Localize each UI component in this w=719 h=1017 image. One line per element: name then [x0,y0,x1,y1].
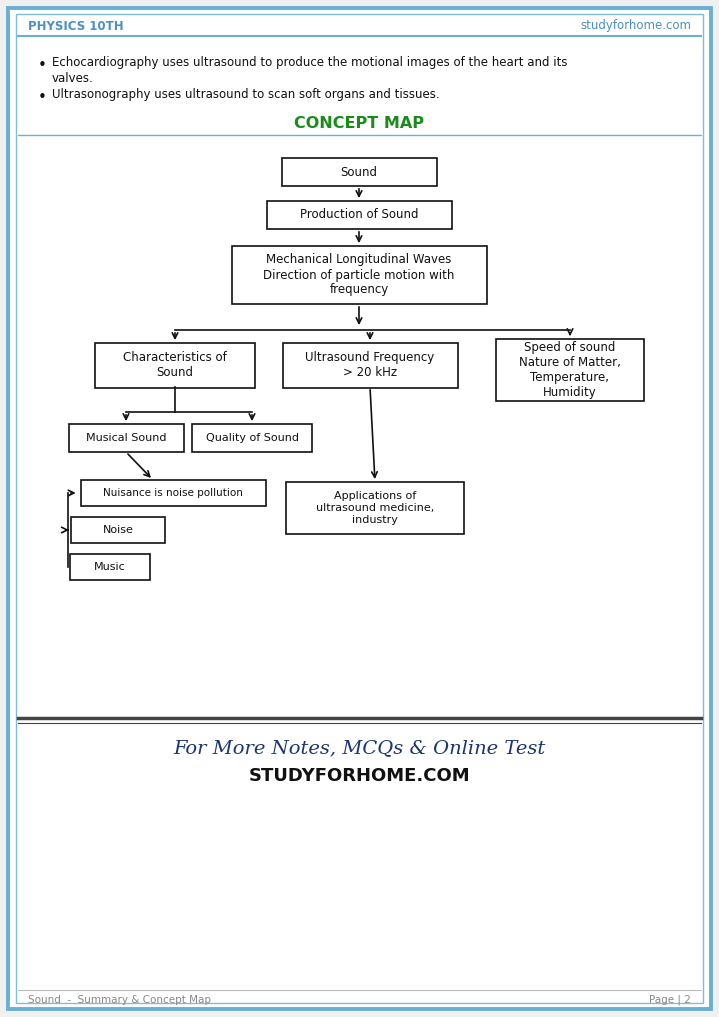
Bar [286,482,464,534]
Bar [232,246,487,304]
Text: •: • [38,89,47,105]
Text: Noise: Noise [103,525,134,535]
Bar [81,480,265,506]
Text: Sound  -  Summary & Concept Map: Sound - Summary & Concept Map [28,995,211,1005]
Text: For More Notes, MCQs & Online Test: For More Notes, MCQs & Online Test [173,739,546,757]
Text: Nuisance is noise pollution: Nuisance is noise pollution [103,488,243,498]
Text: PHYSICS 10TH: PHYSICS 10TH [28,19,124,33]
Bar [70,554,150,580]
Text: Characteristics of
Sound: Characteristics of Sound [123,351,227,379]
Bar [95,343,255,387]
Bar [192,424,312,452]
Bar [496,339,644,401]
Text: •: • [38,58,47,73]
Text: studyforhome.com: studyforhome.com [580,19,691,33]
Text: Speed of sound
Nature of Matter,
Temperature,
Humidity: Speed of sound Nature of Matter, Tempera… [519,341,621,399]
Text: Sound: Sound [341,166,377,179]
Text: Production of Sound: Production of Sound [300,208,418,222]
Text: Musical Sound: Musical Sound [86,433,166,443]
Text: CONCEPT MAP: CONCEPT MAP [295,116,424,130]
Text: Mechanical Longitudinal Waves
Direction of particle motion with
frequency: Mechanical Longitudinal Waves Direction … [263,253,454,297]
Text: Ultrasonography uses ultrasound to scan soft organs and tissues.: Ultrasonography uses ultrasound to scan … [52,88,439,101]
Bar [283,343,457,387]
Bar [68,424,183,452]
Text: Page | 2: Page | 2 [649,995,691,1005]
Text: Music: Music [94,562,126,572]
Bar [267,201,452,229]
Text: STUDYFORHOME.COM: STUDYFORHOME.COM [249,767,470,785]
Bar [71,517,165,543]
Text: Echocardiography uses ultrasound to produce the motional images of the heart and: Echocardiography uses ultrasound to prod… [52,56,567,69]
Text: Quality of Sound: Quality of Sound [206,433,298,443]
Text: Ultrasound Frequency
> 20 kHz: Ultrasound Frequency > 20 kHz [306,351,434,379]
Text: Applications of
ultrasound medicine,
industry: Applications of ultrasound medicine, ind… [316,491,434,525]
Bar [282,158,436,186]
Text: valves.: valves. [52,72,93,85]
